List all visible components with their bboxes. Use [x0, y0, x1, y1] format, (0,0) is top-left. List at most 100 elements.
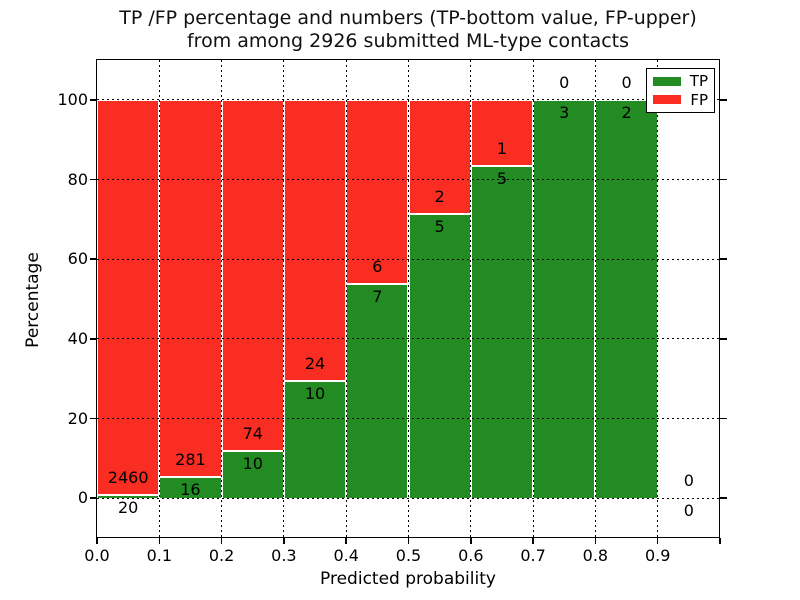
y-tick-label: 20: [67, 408, 88, 428]
fp-count-label: 74: [242, 423, 263, 443]
x-tick: [345, 538, 347, 544]
gridline-vertical: [657, 60, 659, 537]
tp-bar-segment: [221, 450, 284, 499]
x-tick-label: 0.6: [458, 546, 484, 565]
y-tick-right: [720, 178, 727, 181]
fp-count-label: 6: [372, 256, 383, 276]
y-tick-label: 40: [67, 328, 88, 348]
legend-item-tp: TP: [653, 73, 708, 89]
tp-count-label: 5: [496, 169, 508, 189]
x-tick-label: 0.5: [395, 546, 422, 565]
fp-count-label: 0: [621, 72, 632, 92]
x-tick-label: 0.4: [333, 546, 359, 565]
y-tick: [90, 258, 97, 260]
fp-bar-segment: [221, 99, 284, 451]
x-tick: [220, 538, 223, 544]
fp-bar-segment: [97, 99, 160, 495]
y-tick-right: [720, 338, 727, 340]
x-tick: [407, 538, 410, 544]
tp-count-label: 10: [242, 453, 263, 473]
fp-bar-segment: [346, 99, 409, 284]
fp-bar-segment: [283, 99, 347, 381]
gridline-vertical: [532, 60, 534, 537]
y-axis-label: Percentage: [23, 252, 43, 348]
x-tick-label: 0.1: [146, 546, 173, 565]
y-tick-label: 80: [67, 169, 88, 189]
x-tick: [719, 538, 721, 544]
tp-bar-segment: [408, 213, 471, 499]
chart-title: TP /FP percentage and numbers (TP-bottom…: [0, 7, 800, 53]
x-tick-label: 0.2: [208, 546, 235, 565]
tp-count-label: 5: [434, 216, 445, 236]
y-tick: [90, 338, 97, 340]
x-tick-label: 0.9: [644, 546, 671, 565]
fp-count-label: 281: [175, 449, 206, 469]
x-tick: [594, 538, 597, 544]
legend: TP FP: [646, 68, 715, 113]
legend-item-fp: FP: [653, 92, 708, 108]
tp-bar-segment: [97, 494, 160, 499]
tp-bar-segment: [159, 476, 222, 499]
tp-bar-segment: [533, 99, 596, 499]
y-tick-right: [720, 99, 727, 101]
y-tick-label: 0: [77, 488, 88, 508]
x-tick: [158, 538, 161, 544]
bars-layer: [97, 60, 719, 537]
grid-layer: [97, 60, 719, 537]
tp-bar-segment: [346, 283, 409, 499]
tp-legend-swatch: [653, 76, 681, 86]
x-tick: [283, 538, 285, 544]
x-tick-label: 0.7: [520, 546, 546, 565]
y-tick: [90, 178, 97, 181]
fp-count-label: 24: [304, 354, 326, 374]
tp-bar-segment: [595, 99, 658, 499]
x-tick: [532, 538, 534, 544]
gridline-vertical: [470, 60, 472, 537]
tp-count-label: 2: [621, 102, 632, 122]
x-tick: [470, 538, 472, 544]
fp-count-label: 1: [496, 139, 508, 159]
gridline-vertical: [408, 60, 409, 537]
value-labels-layer: 2460 20 281 16 74 10 24 10 6 7 2 5 1 5 0 3 0 2 0 0: [97, 60, 719, 537]
fp-legend-label: FP: [690, 90, 708, 109]
x-tick: [656, 538, 659, 544]
y-tick: [90, 497, 97, 499]
gridline-vertical: [221, 60, 223, 537]
chart-title-line2: from among 2926 submitted ML-type contac…: [186, 30, 630, 52]
x-tick-label: 0.3: [271, 546, 297, 565]
gridline-vertical: [283, 60, 285, 537]
x-tick-label: 0.8: [582, 546, 609, 565]
tp-bar-segment: [283, 381, 347, 499]
fp-bar-segment: [159, 99, 222, 477]
y-tick-label: 100: [57, 89, 88, 109]
plot-area: 2460 20 281 16 74 10 24 10 6 7 2 5 1 5 0 3 0 2 0 0: [96, 59, 720, 538]
y-tick-right: [720, 497, 727, 499]
fp-count-label: 0: [683, 471, 694, 491]
fp-bar-segment: [470, 99, 534, 167]
y-tick-right: [720, 417, 727, 420]
y-tick: [90, 417, 97, 420]
tp-count-label: 16: [180, 479, 201, 499]
x-tick: [96, 538, 98, 544]
fp-count-label: 0: [559, 72, 570, 92]
y-tick-right: [720, 258, 727, 260]
tp-bar-segment: [470, 166, 534, 499]
fp-count-label: 2460: [107, 467, 149, 487]
tp-count-label: 3: [559, 102, 570, 122]
y-tick-label: 60: [67, 249, 88, 269]
gridline-vertical: [158, 60, 160, 537]
tp-count-label: 10: [304, 384, 326, 404]
gridline-vertical: [345, 60, 347, 537]
fp-count-label: 2: [434, 186, 445, 206]
tp-count-label: 20: [117, 497, 139, 517]
chart-title-line1: TP /FP percentage and numbers (TP-bottom…: [119, 7, 697, 29]
tp-count-label: 7: [372, 286, 383, 306]
x-axis-label: Predicted probability: [320, 569, 496, 589]
x-tick-label: 0.0: [84, 546, 110, 565]
fp-legend-swatch: [653, 95, 681, 105]
y-tick: [90, 99, 97, 101]
gridline-vertical: [594, 60, 596, 537]
tp-legend-label: TP: [689, 72, 708, 91]
tp-count-label: 0: [683, 501, 694, 521]
